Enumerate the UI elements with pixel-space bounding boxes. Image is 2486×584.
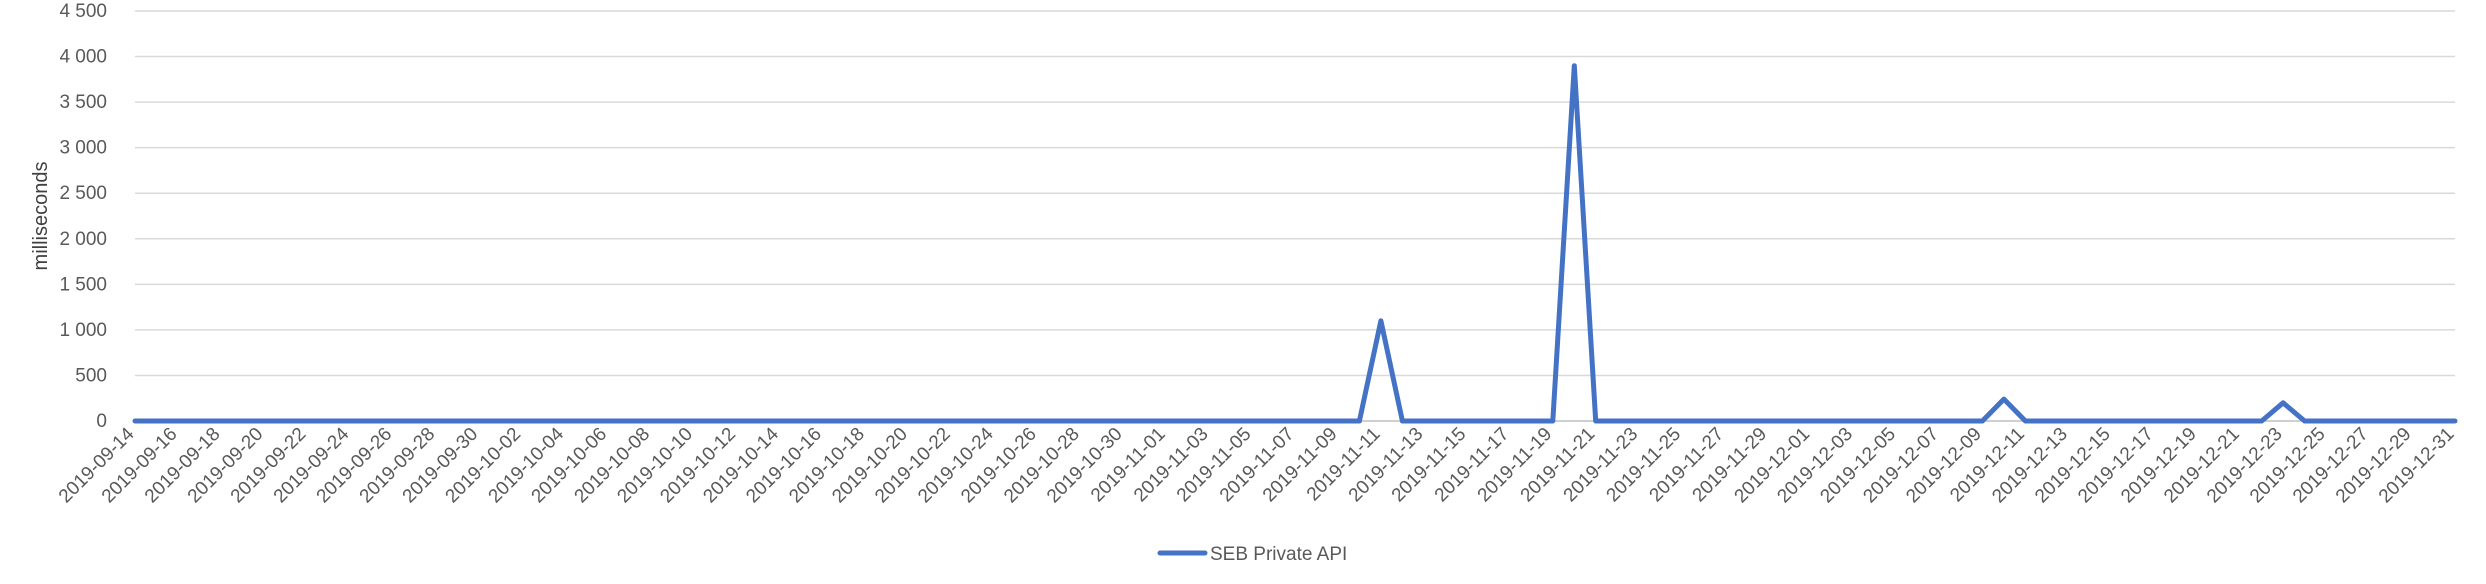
gridlines [135, 10, 2455, 422]
x-axis-ticks: 2019-09-142019-09-162019-09-182019-09-20… [55, 423, 2459, 507]
legend: SEB Private API [1157, 544, 1347, 565]
y-tick-label: 3 000 [59, 138, 107, 159]
y-tick-label: 1 000 [59, 320, 107, 341]
y-tick-label: 2 500 [59, 183, 107, 204]
y-tick-label: 1 500 [59, 274, 107, 295]
y-tick-label: 4 500 [59, 1, 107, 22]
y-tick-label: 3 500 [59, 92, 107, 113]
y-tick-label: 500 [75, 365, 107, 386]
y-tick-label: 0 [96, 411, 107, 432]
legend-label: SEB Private API [1210, 544, 1347, 565]
y-tick-label: 4 000 [59, 47, 107, 68]
series-line [132, 63, 2458, 424]
series-layer [132, 63, 2458, 424]
y-tick-label: 2 000 [59, 229, 107, 250]
y-axis-ticks: 0 500 1 000 1 500 2 000 2 500 3 000 3 500 4 000 4… [59, 1, 107, 432]
y-axis-title: milliseconds [30, 162, 52, 271]
